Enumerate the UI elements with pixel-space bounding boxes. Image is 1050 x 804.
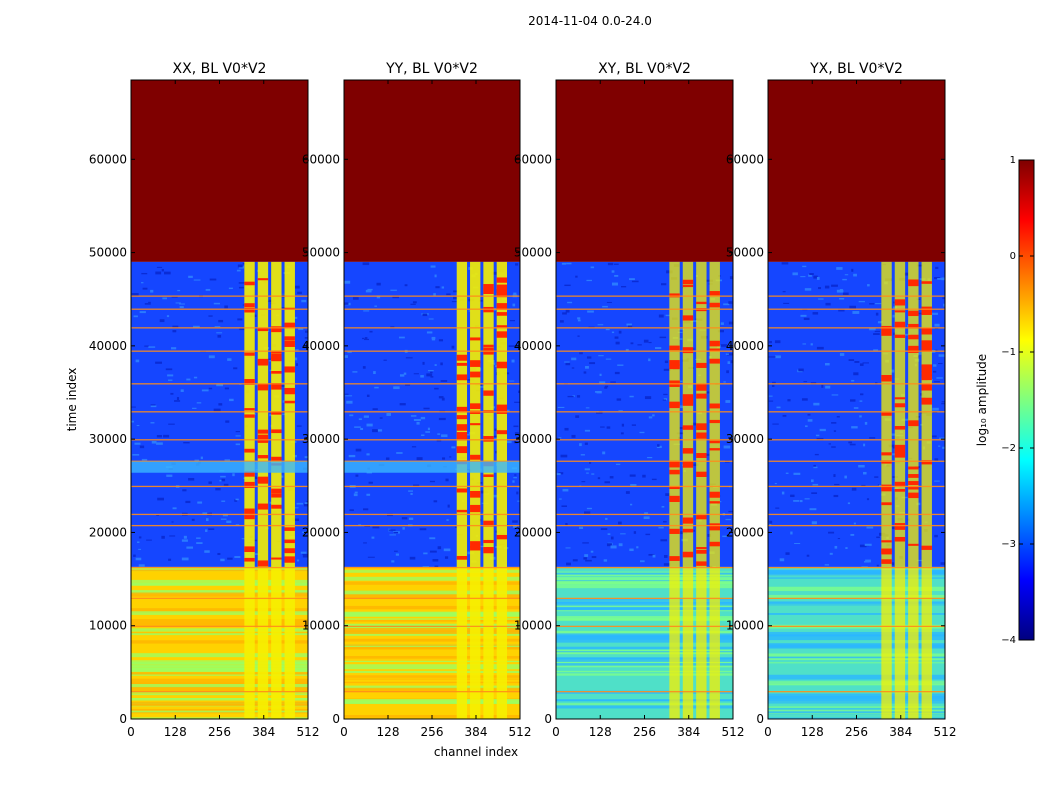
y-tick-label: 60000 <box>302 152 340 166</box>
colorbar-tick-label: 1 <box>1010 155 1016 166</box>
heatmap-image <box>344 80 520 719</box>
y-tick-label: 50000 <box>89 246 127 260</box>
y-tick-label: 60000 <box>514 152 552 166</box>
y-tick-label: 30000 <box>302 432 340 446</box>
x-tick-label: 512 <box>934 725 957 739</box>
rfi-column <box>921 261 932 719</box>
rfi-column <box>709 261 720 719</box>
y-tick-label: 10000 <box>89 619 127 633</box>
y-tick-label: 10000 <box>514 619 552 633</box>
rfi-column <box>682 261 694 719</box>
y-tick-label: 40000 <box>302 339 340 353</box>
rfi-column <box>244 261 255 719</box>
colorbar-tick-label: −4 <box>1001 635 1016 646</box>
panel-title: YX, BL V0*V2 <box>809 61 903 77</box>
y-tick-label: 0 <box>332 712 340 726</box>
y-axis-label: time index <box>65 368 79 432</box>
y-tick-label: 10000 <box>302 619 340 633</box>
colorbar-label: log₁₀ amplitude <box>975 354 989 446</box>
y-tick-label: 40000 <box>514 339 552 353</box>
y-tick-label: 30000 <box>726 432 764 446</box>
x-tick-label: 256 <box>845 725 868 739</box>
y-tick-label: 20000 <box>726 525 764 539</box>
heatmap-image <box>768 80 945 719</box>
heatmap-image <box>131 80 308 719</box>
x-tick-label: 256 <box>633 725 656 739</box>
panel-title: XX, BL V0*V2 <box>173 61 267 77</box>
y-tick-label: 0 <box>119 712 127 726</box>
colorbar-tick-label: −1 <box>1001 347 1016 358</box>
y-tick-label: 50000 <box>726 246 764 260</box>
x-tick-label: 384 <box>465 725 488 739</box>
rfi-column <box>483 261 494 719</box>
rfi-column <box>496 261 507 719</box>
y-tick-label: 10000 <box>726 619 764 633</box>
x-tick-label: 512 <box>297 725 320 739</box>
y-tick-label: 20000 <box>302 525 340 539</box>
y-tick-label: 40000 <box>89 339 127 353</box>
panel-title: YY, BL V0*V2 <box>385 61 478 77</box>
x-tick-label: 0 <box>127 725 135 739</box>
x-tick-label: 0 <box>340 725 348 739</box>
y-tick-label: 0 <box>756 712 764 726</box>
x-tick-label: 128 <box>377 725 400 739</box>
panel-4: YX, BL V0*V2 0 128 256 384 512 0 10000 20000 3000… <box>726 61 957 739</box>
panel-2: YY, BL V0*V2 0 128 256 384 512 0 10000 20000 3000… <box>302 61 532 759</box>
y-tick-label: 50000 <box>514 246 552 260</box>
saturated-region <box>131 80 308 262</box>
x-tick-label: 0 <box>764 725 772 739</box>
y-tick-label: 60000 <box>726 152 764 166</box>
rfi-column <box>908 261 919 719</box>
x-tick-label: 384 <box>677 725 700 739</box>
y-tick-label: 30000 <box>89 432 127 446</box>
panel-3: XY, BL V0*V2 0 128 256 384 512 0 10000 20000 3000… <box>514 61 745 739</box>
x-tick-label: 0 <box>552 725 560 739</box>
y-tick-label: 30000 <box>514 432 552 446</box>
x-tick-label: 512 <box>509 725 532 739</box>
x-tick-label: 384 <box>252 725 275 739</box>
x-axis-label: channel index <box>434 745 518 759</box>
x-tick-label: 512 <box>722 725 745 739</box>
saturated-region <box>344 80 520 262</box>
x-tick-label: 128 <box>801 725 824 739</box>
y-tick-label: 20000 <box>514 525 552 539</box>
rfi-column <box>284 261 295 719</box>
panel-1: XX, BL V0*V2 0 128 256 384 512 0 10000 20000 3000… <box>65 61 319 739</box>
y-tick-label: 60000 <box>89 152 127 166</box>
panel-title: XY, BL V0*V2 <box>598 61 691 77</box>
x-tick-label: 384 <box>889 725 912 739</box>
colorbar-tick-label: −3 <box>1001 539 1016 550</box>
y-tick-label: 0 <box>544 712 552 726</box>
colorbar-gradient <box>1018 159 1035 641</box>
saturated-region <box>768 80 945 262</box>
rfi-column <box>669 261 680 719</box>
rfi-column <box>257 261 269 719</box>
rfi-column <box>696 261 707 719</box>
y-tick-label: 20000 <box>89 525 127 539</box>
heatmap-image <box>556 80 733 719</box>
saturated-region <box>556 80 733 262</box>
y-tick-label: 40000 <box>726 339 764 353</box>
figure-title: 2014-11-04 0.0-24.0 <box>528 14 652 28</box>
x-tick-label: 128 <box>589 725 612 739</box>
y-tick-label: 50000 <box>302 246 340 260</box>
colorbar-tick-label: −2 <box>1001 443 1016 454</box>
x-tick-label: 256 <box>421 725 444 739</box>
rfi-column <box>470 261 481 719</box>
x-tick-label: 128 <box>164 725 187 739</box>
colorbar: 1 0 −1 −2 −3 −4 log₁₀ amplitude <box>975 155 1035 646</box>
x-tick-label: 256 <box>208 725 231 739</box>
colorbar-tick-label: 0 <box>1010 251 1016 262</box>
